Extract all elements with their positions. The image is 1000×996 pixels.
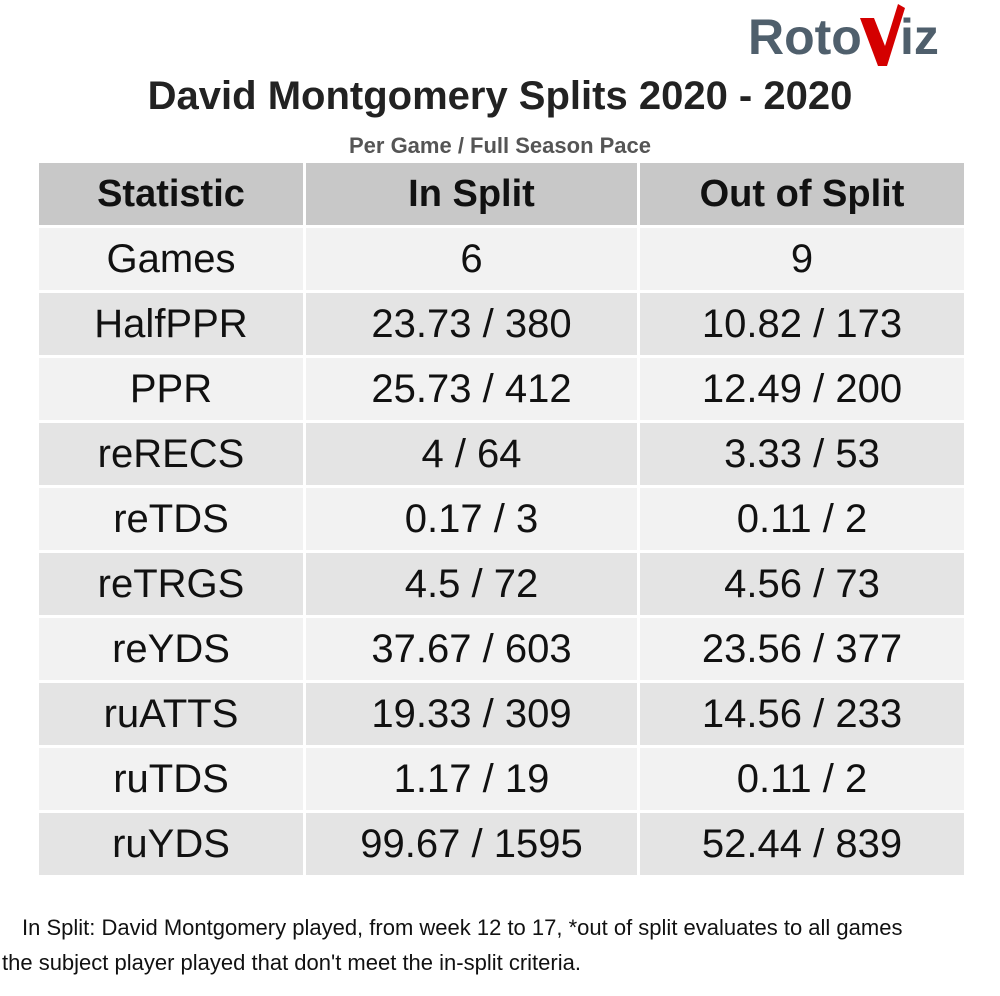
table-row: reYDS 37.67 / 603 23.56 / 377 [36, 615, 967, 683]
stat-name-cell: ruYDS [36, 810, 306, 878]
in-split-cell: 4 / 64 [303, 420, 640, 488]
header-statistic: Statistic [36, 160, 306, 228]
stat-name-cell: ruTDS [36, 745, 306, 813]
out-of-split-cell: 52.44 / 839 [637, 810, 967, 878]
chart-title: David Montgomery Splits 2020 - 2020 [147, 74, 853, 118]
stat-name-cell: Games [36, 225, 306, 293]
table-row: PPR 25.73 / 412 12.49 / 200 [36, 355, 967, 423]
stat-name-cell: HalfPPR [36, 290, 306, 358]
table-row: reTRGS 4.5 / 72 4.56 / 73 [36, 550, 967, 618]
footnote-line-1: In Split: David Montgomery played, from … [22, 915, 903, 940]
header-in-split: In Split [303, 160, 640, 228]
stat-name-cell: reYDS [36, 615, 306, 683]
table-row: Games 6 9 [36, 225, 967, 293]
stat-name-cell: reTRGS [36, 550, 306, 618]
in-split-cell: 25.73 / 412 [303, 355, 640, 423]
table-row: ruATTS 19.33 / 309 14.56 / 233 [36, 680, 967, 748]
in-split-cell: 0.17 / 3 [303, 485, 640, 553]
splits-table-container: Statistic In Split Out of Split Games 6 … [36, 160, 967, 878]
stat-name-cell: reTDS [36, 485, 306, 553]
out-of-split-cell: 14.56 / 233 [637, 680, 967, 748]
chart-subtitle: Per Game / Full Season Pace [348, 133, 652, 158]
table-row: ruTDS 1.17 / 19 0.11 / 2 [36, 745, 967, 813]
out-of-split-cell: 4.56 / 73 [637, 550, 967, 618]
header-out-of-split: Out of Split [637, 160, 967, 228]
stat-name-cell: ruATTS [36, 680, 306, 748]
splits-table: Statistic In Split Out of Split Games 6 … [36, 160, 967, 878]
table-row: ruYDS 99.67 / 1595 52.44 / 839 [36, 810, 967, 878]
footnote: In Split: David Montgomery played, from … [0, 910, 1000, 980]
in-split-cell: 37.67 / 603 [303, 615, 640, 683]
logo-v-mark [860, 4, 905, 66]
out-of-split-cell: 10.82 / 173 [637, 290, 967, 358]
in-split-cell: 23.73 / 380 [303, 290, 640, 358]
out-of-split-cell: 12.49 / 200 [637, 355, 967, 423]
header-row: Statistic In Split Out of Split [36, 160, 967, 228]
in-split-cell: 1.17 / 19 [303, 745, 640, 813]
table-row: HalfPPR 23.73 / 380 10.82 / 173 [36, 290, 967, 358]
out-of-split-cell: 9 [637, 225, 967, 293]
out-of-split-cell: 0.11 / 2 [637, 745, 967, 813]
out-of-split-cell: 23.56 / 377 [637, 615, 967, 683]
in-split-cell: 19.33 / 309 [303, 680, 640, 748]
rotoviz-logo: Roto iz [748, 4, 939, 66]
logo-text-left: Roto [748, 9, 862, 65]
stat-name-cell: PPR [36, 355, 306, 423]
in-split-cell: 4.5 / 72 [303, 550, 640, 618]
out-of-split-cell: 0.11 / 2 [637, 485, 967, 553]
table-row: reRECS 4 / 64 3.33 / 53 [36, 420, 967, 488]
footnote-line-2: the subject player played that don't mee… [2, 950, 581, 975]
in-split-cell: 99.67 / 1595 [303, 810, 640, 878]
table-row: reTDS 0.17 / 3 0.11 / 2 [36, 485, 967, 553]
logo-text-right: iz [900, 9, 939, 65]
stat-name-cell: reRECS [36, 420, 306, 488]
out-of-split-cell: 3.33 / 53 [637, 420, 967, 488]
in-split-cell: 6 [303, 225, 640, 293]
